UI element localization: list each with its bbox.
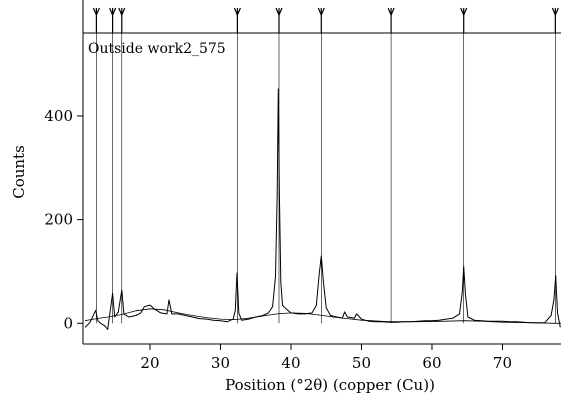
y-tick-label: 0 [63,314,73,332]
reference-marker-head [92,7,100,17]
x-tick-label: 40 [281,354,300,372]
x-tick-label: 50 [352,354,371,372]
reference-marker-head [118,7,126,17]
series-line [85,308,561,324]
reference-marker-head [275,7,283,17]
x-tick-label: 60 [422,354,441,372]
reference-marker-head [460,7,468,17]
y-ticks: 0 200 400 [44,107,83,332]
reference-marker-head [317,7,325,17]
plot-frame [82,0,561,345]
reference-marker-head [109,7,117,17]
reference-marker-head [551,7,559,17]
x-tick-label: 30 [211,354,230,372]
x-axis-title: Position (°2θ) (copper (Cu)) [225,376,435,394]
x-tick-label: 70 [493,354,512,372]
y-axis-title: Counts [10,145,28,199]
chart-title: Outside work2_575 [88,41,226,57]
y-tick-label: 200 [44,211,73,229]
reference-marker-head [387,7,395,17]
y-tick-label: 400 [44,107,73,125]
reference-marker-head [233,7,241,17]
series-line [84,88,561,330]
x-tick-label: 20 [140,354,159,372]
series-group [84,88,561,330]
x-ticks: 20 30 40 50 60 70 [140,344,512,372]
